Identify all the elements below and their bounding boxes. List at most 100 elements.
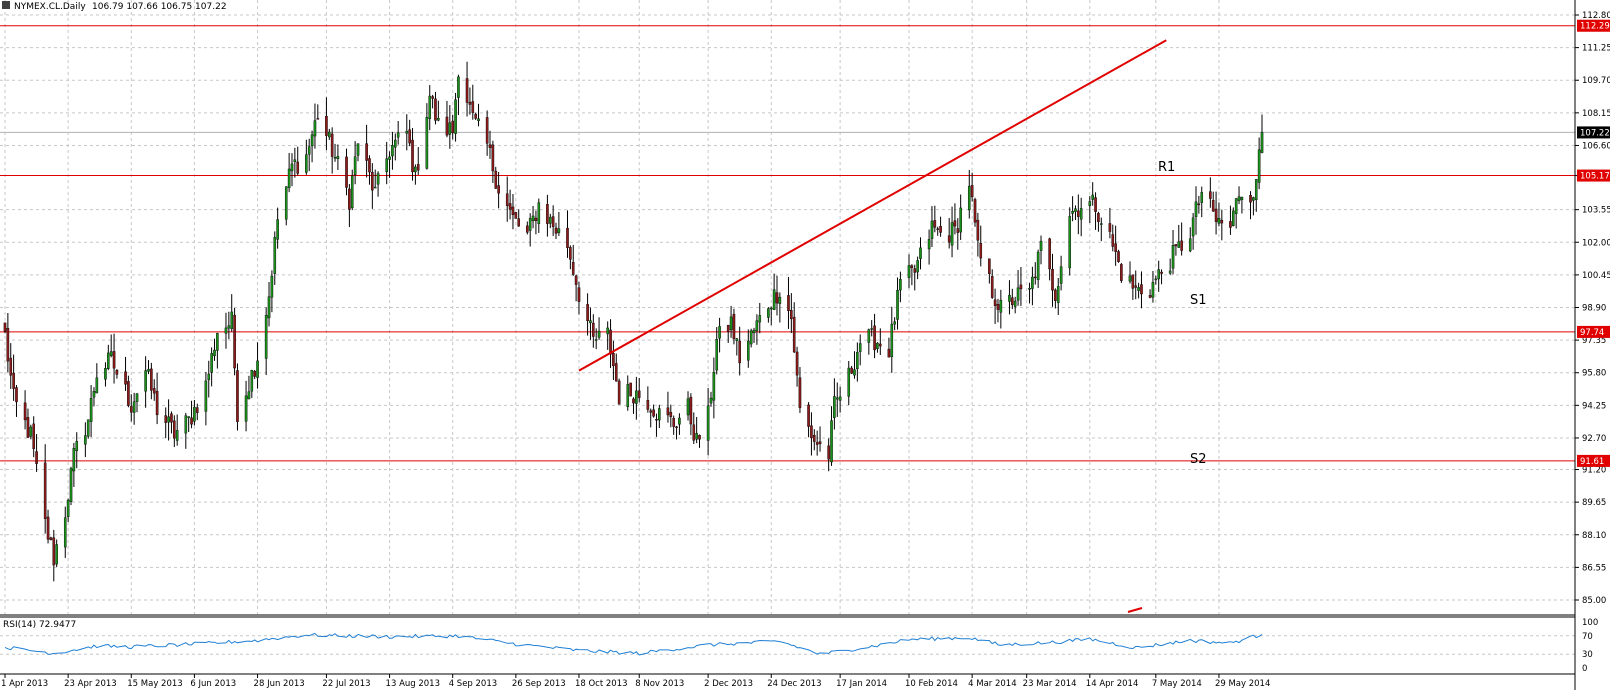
candle-body <box>1194 201 1198 218</box>
candle-body <box>29 426 33 437</box>
candle-body <box>1048 238 1051 270</box>
candle-body <box>1237 196 1241 202</box>
candle-body <box>617 380 621 405</box>
date-tick-label: 4 Sep 2013 <box>449 679 497 689</box>
candle-body <box>457 76 460 98</box>
trendline-group[interactable] <box>578 39 1167 613</box>
candle-body <box>52 537 56 566</box>
candle-body <box>485 117 489 144</box>
date-axis[interactable]: 1 Apr 2013 23 Apr 2013 15 May 2013 6 Jun 20… <box>1 674 1270 689</box>
trendline[interactable] <box>578 39 1167 372</box>
candle-body <box>336 156 340 159</box>
candle-body <box>566 227 569 248</box>
candle-body <box>43 462 47 519</box>
s2-label: S2 <box>1190 452 1207 467</box>
candle-body <box>669 411 673 418</box>
candle-body <box>1214 208 1218 222</box>
candle-body <box>1068 216 1072 269</box>
price-tick-label: 112.80 <box>1582 11 1610 21</box>
candle-body <box>790 310 793 320</box>
candle-body <box>1232 210 1235 226</box>
candle-body <box>658 408 661 421</box>
candle-body <box>546 204 549 224</box>
candle-body <box>365 143 368 161</box>
candle-body <box>1079 208 1083 220</box>
candle-body <box>787 295 790 312</box>
candle-body <box>626 384 630 408</box>
candle-body <box>755 320 759 331</box>
candle-body <box>411 139 414 173</box>
candle-body <box>150 368 153 391</box>
candle-body <box>497 185 500 194</box>
rsi-tick-label: 0 <box>1582 664 1587 674</box>
candle-body <box>692 424 696 441</box>
candle-body <box>551 216 555 227</box>
candle-body <box>505 193 509 207</box>
candle-body <box>574 275 578 285</box>
candle-body <box>738 340 741 364</box>
candle-body <box>1188 238 1192 252</box>
ohlc-values: 106.79 107.66 106.75 107.22 <box>92 2 227 12</box>
candle-body <box>63 517 67 548</box>
trendline-fragment[interactable] <box>1127 607 1143 613</box>
candle-body <box>1097 213 1100 222</box>
candle-body <box>528 218 532 231</box>
candle-body <box>233 314 236 369</box>
candle-body <box>695 433 698 440</box>
candle-body <box>353 156 357 175</box>
candle-body <box>1200 192 1204 203</box>
price-tick-label: 106.60 <box>1582 141 1610 151</box>
candle-body <box>6 328 10 362</box>
candle-body <box>1177 241 1181 248</box>
date-tick-label: 6 Jun 2013 <box>190 679 236 689</box>
date-tick-label: 26 Sep 2013 <box>512 679 566 689</box>
price-tick-label: 88.10 <box>1582 531 1606 541</box>
candle-body <box>1234 198 1238 214</box>
candle-body <box>827 445 830 460</box>
candle-body <box>589 320 592 324</box>
candle-body <box>348 188 351 210</box>
candle-body <box>1140 284 1143 295</box>
candle-body <box>890 323 894 358</box>
date-tick-label: 17 Jan 2014 <box>836 679 887 689</box>
date-tick-label: 29 May 2014 <box>1215 679 1270 689</box>
candle-body <box>250 370 254 392</box>
candle-body <box>1254 179 1258 200</box>
candle-body <box>15 387 18 403</box>
candle-body <box>356 143 360 156</box>
candle-body <box>913 268 917 273</box>
candle-body <box>508 203 512 210</box>
candle-body <box>32 423 35 449</box>
candle-body <box>1257 149 1261 183</box>
candle-body <box>1091 194 1094 200</box>
candle-body <box>284 186 288 220</box>
candle-body <box>236 370 239 422</box>
candle-body <box>1131 274 1135 289</box>
candle-body <box>655 419 658 421</box>
candle-body <box>807 404 810 427</box>
candle-body <box>1151 282 1155 298</box>
candle-body <box>23 402 27 421</box>
candle-body <box>368 158 371 173</box>
candle-body <box>465 78 469 103</box>
candle-body <box>870 328 873 330</box>
candle-body <box>1217 217 1221 224</box>
candle-body <box>167 416 170 423</box>
candle-body <box>396 132 400 138</box>
candle-body <box>988 258 991 274</box>
candle-body <box>678 417 681 425</box>
level-price-tag: 112.29 <box>1580 22 1610 32</box>
candle-body <box>414 166 417 173</box>
candle-body <box>385 158 388 172</box>
level-price-tag-bg <box>1577 454 1610 467</box>
candle-body <box>850 367 853 374</box>
candle-body <box>1252 197 1255 201</box>
price-tick-label: 92.70 <box>1582 434 1606 444</box>
candle-body <box>287 168 291 189</box>
price-tick-label: 85.00 <box>1582 596 1606 606</box>
price-tick-label: 91.20 <box>1582 466 1606 476</box>
candle-body <box>649 410 653 413</box>
